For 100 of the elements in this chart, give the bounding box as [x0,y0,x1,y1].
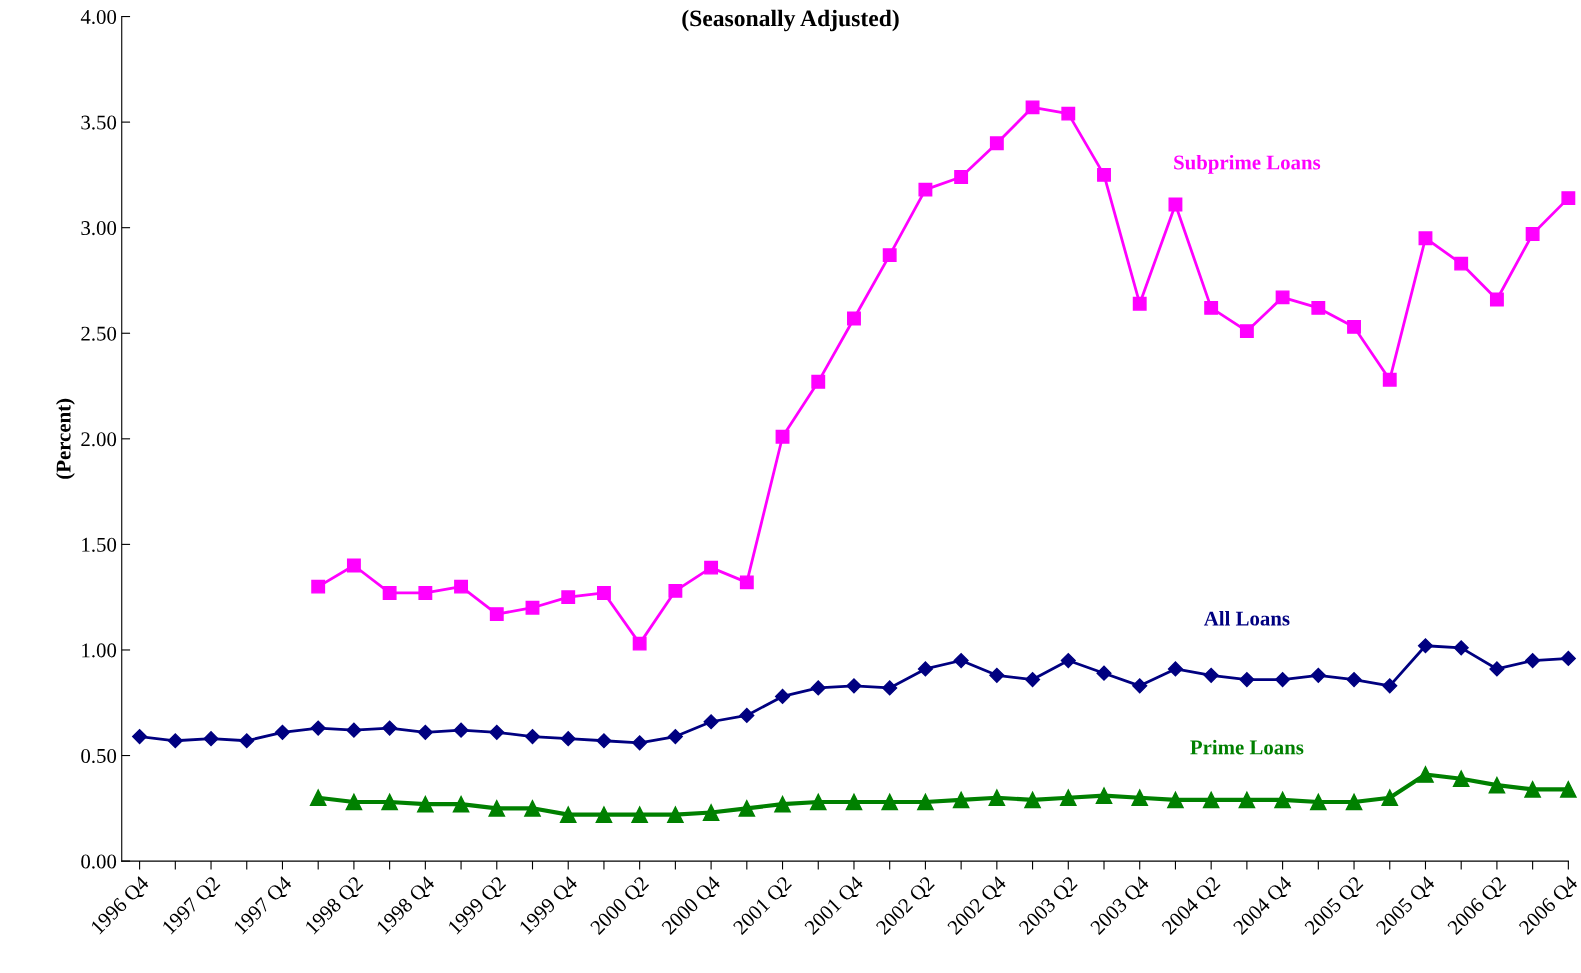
point [739,575,754,590]
point [1417,638,1434,654]
point [667,806,684,823]
point [739,707,755,723]
point [418,586,433,600]
point [775,429,790,444]
y-tick-label: 2.00 [81,432,117,447]
point [559,806,577,823]
point [1132,678,1148,694]
point [704,560,719,575]
point [132,728,148,745]
point [1382,372,1397,387]
point [1274,791,1291,809]
point [918,182,933,197]
point [1060,652,1076,669]
point [454,579,469,594]
point [1489,661,1505,677]
point [382,586,397,600]
point [1310,667,1326,683]
point [561,590,576,605]
point [1525,652,1541,669]
point [203,731,219,747]
point [346,558,361,573]
point [453,722,469,738]
point [560,731,576,747]
point [346,722,362,738]
point [882,248,897,263]
point [1454,256,1469,271]
point [525,600,540,615]
point [452,795,470,813]
point [595,806,613,823]
point [845,793,863,811]
series-label: Prime Loans [1190,739,1304,755]
point [489,724,505,740]
point [1239,324,1254,339]
point [989,136,1004,151]
point [1347,319,1361,334]
series-label: Subprime Loans [1174,154,1321,174]
point [1453,640,1469,656]
y-axis-title: (Percent) [55,398,75,479]
point [631,806,648,823]
text: All Loans [1203,610,1290,626]
point [1168,197,1183,212]
point [809,793,827,811]
point [524,799,541,817]
point [1132,296,1147,311]
point [954,170,969,184]
point [667,728,683,745]
chart-title: (Seasonally Adjusted) [682,9,899,32]
point [1275,290,1290,305]
y-tick-label: 2.50 [81,326,117,341]
point [1059,789,1077,807]
point [1239,671,1255,688]
point [1382,678,1398,694]
point [917,793,934,811]
point [1418,231,1433,246]
point [1561,191,1576,206]
point [310,720,326,736]
point [811,374,826,389]
point [1024,671,1041,688]
point [1061,106,1076,121]
point [1488,776,1506,794]
point [1525,227,1540,241]
point [1097,167,1111,182]
point [881,793,899,811]
point [703,714,719,730]
point [417,724,433,740]
point [1095,787,1113,804]
y-tick-label: 3.50 [81,115,117,130]
point [632,636,647,651]
y-tick-label: 1.50 [82,537,117,552]
point [917,661,933,677]
point [311,579,326,594]
point [668,583,683,598]
point [596,733,612,749]
point [1309,793,1327,811]
point [1560,650,1576,666]
point [738,799,756,817]
point [1560,780,1577,798]
point [274,724,291,740]
point [1452,770,1470,788]
point [1238,791,1256,809]
point [1202,791,1220,809]
point [989,667,1005,683]
y-tick-label: 0.00 [81,854,117,869]
point [1204,300,1219,315]
point [1096,665,1112,681]
point [882,680,898,696]
point [309,789,327,807]
point [1311,300,1326,315]
point [1346,671,1362,688]
point [1167,791,1184,809]
point [1025,100,1040,115]
point [847,311,861,326]
point [345,793,363,811]
point [1167,661,1184,677]
point [774,688,791,704]
point [702,804,720,821]
point [1417,766,1434,783]
point [1489,292,1504,307]
